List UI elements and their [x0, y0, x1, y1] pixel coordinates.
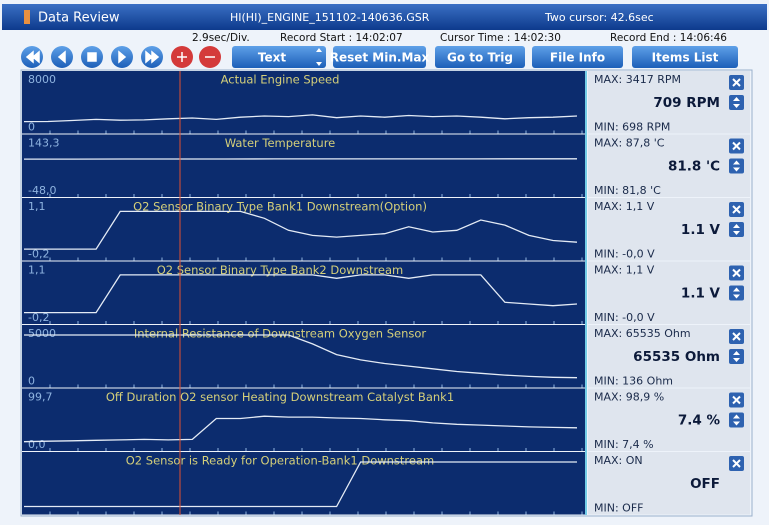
panel-title: Off Duration O2 sensor Heating Downstrea… [106, 390, 454, 404]
app-title: Data Review [38, 11, 120, 26]
current-value: 65535 Ohm [633, 349, 720, 365]
current-value: 1.1 V [681, 286, 721, 302]
toolbar-button-label: File Info [550, 51, 605, 65]
toolbar-button-label: Items List [652, 51, 719, 65]
axis-label: 143,3 [28, 137, 60, 150]
panel-title: Water Temperature [225, 136, 336, 150]
cursor-time: Cursor Time : 14:02:30 [440, 32, 561, 44]
max-label: MAX: ON [594, 454, 643, 467]
axis-label: 0,0 [28, 438, 46, 451]
min-label: MIN: OFF [594, 502, 643, 515]
min-label: MIN: -0,0 V [594, 311, 655, 324]
max-label: MAX: 3417 RPM [594, 73, 681, 86]
current-value: 7.4 % [678, 413, 721, 429]
current-value: 709 RPM [653, 95, 720, 111]
axis-label: 0 [28, 121, 35, 134]
toolbar-button-label: Reset Min.Max [330, 51, 430, 65]
max-label: MAX: 65535 Ohm [594, 327, 691, 340]
axis-label: -48,0 [28, 184, 56, 197]
max-label: MAX: 1,1 V [594, 200, 655, 213]
min-label: MIN: 7,4 % [594, 438, 654, 451]
axis-label: 99,7 [28, 391, 53, 404]
file-name: HI(HI)_ENGINE_151102-140636.GSR [230, 11, 430, 24]
min-label: MIN: 81,8 'C [594, 184, 661, 197]
min-label: MIN: 698 RPM [594, 121, 670, 134]
min-label: MIN: 136 Ohm [594, 375, 673, 388]
max-label: MAX: 1,1 V [594, 264, 655, 277]
panel-title: O2 Sensor is Ready for Operation-Bank1 D… [126, 454, 434, 468]
axis-label: 1,1 [28, 264, 46, 277]
min-label: MIN: -0,0 V [594, 248, 655, 261]
max-label: MAX: 98,9 % [594, 391, 664, 404]
panel-title: Internal Resistance of Downstream Oxygen… [134, 327, 427, 341]
current-value: OFF [690, 476, 720, 492]
record-end: Record End : 14:06:46 [610, 32, 727, 44]
record-start: Record Start : 14:02:07 [280, 32, 403, 44]
current-value: 81.8 'C [668, 159, 720, 175]
axis-label: 1,1 [28, 200, 46, 213]
app-icon [24, 10, 30, 24]
max-label: MAX: 87,8 'C [594, 137, 665, 150]
mode-label: Text [258, 51, 286, 65]
panel-title: Actual Engine Speed [221, 73, 340, 87]
current-value: 1.1 V [681, 222, 721, 238]
division: 2.9sec/Div. [192, 32, 250, 44]
toolbar-button-label: Go to Trig [447, 51, 513, 65]
axis-label: 0 [28, 375, 35, 388]
axis-label: 5000 [28, 327, 56, 340]
axis-label: 8000 [28, 73, 56, 86]
cursor-info: Two cursor: 42.6sec [544, 11, 654, 24]
